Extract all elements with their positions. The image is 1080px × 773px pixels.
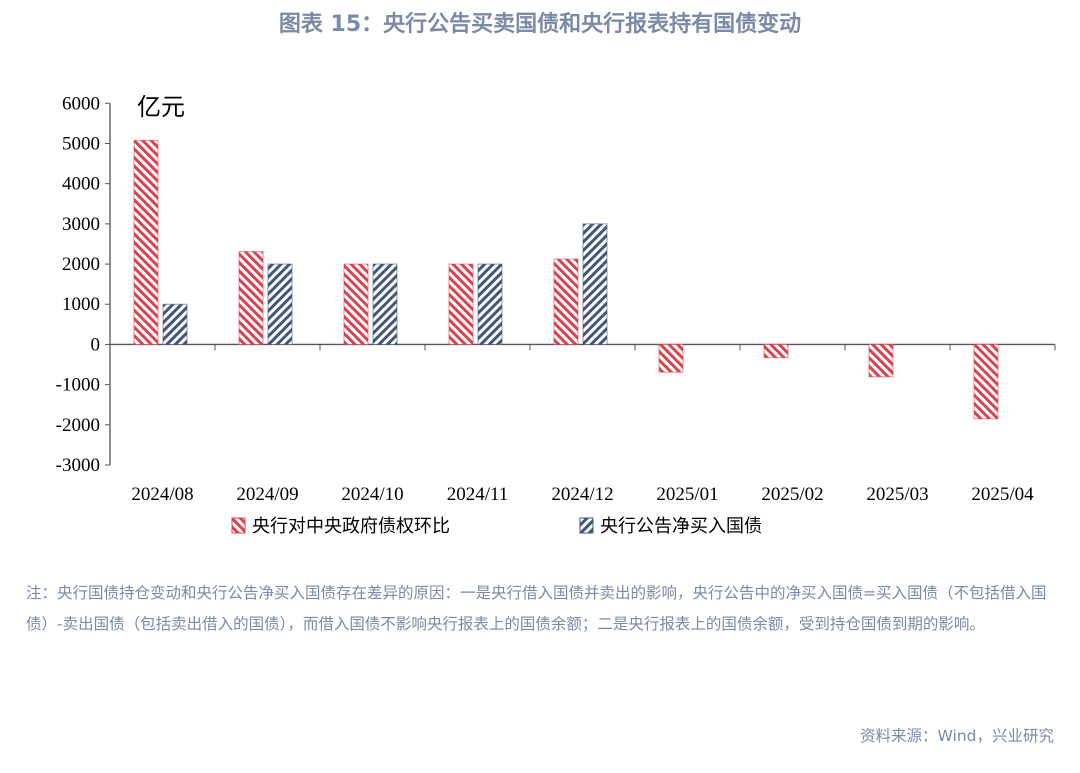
bar-series-1-2025/01 [658, 343, 684, 373]
y-tick-label: -3000 [56, 455, 100, 476]
bar-series-1-2024/09 [238, 251, 264, 345]
y-tick-label: 6000 [62, 93, 100, 114]
bar-series-1-2024/12 [553, 258, 579, 345]
x-tick-label: 2024/09 [236, 484, 298, 505]
y-tick-label: 5000 [62, 133, 100, 154]
bar-series-2-2024/12 [582, 223, 608, 345]
x-tick-label: 2024/10 [341, 484, 403, 505]
bar-series-1-2025/03 [868, 343, 894, 378]
bar-series-1-2024/08 [133, 139, 159, 345]
bar-chart: 6000 5000 4000 3000 2000 1000 0 -1000 -2000 -3000… [56, 93, 1056, 537]
x-tick-label: 2024/08 [131, 484, 193, 505]
y-tick-label: -1000 [56, 375, 100, 396]
x-tick-label: 2025/01 [656, 484, 718, 505]
source-text: 资料来源：Wind，兴业研究 [860, 727, 1054, 745]
y-tick-label: -2000 [56, 415, 100, 436]
x-tick-label: 2025/03 [866, 484, 928, 505]
y-tick-label: 1000 [62, 294, 100, 315]
bar-series-1-2025/02 [763, 343, 789, 359]
legend-swatch-1 [231, 517, 246, 534]
legend-swatch-2 [579, 517, 594, 534]
bar-series-2-2024/11 [477, 263, 503, 345]
bar-series-2-2024/08 [162, 303, 188, 345]
y-tick-label: 2000 [62, 254, 100, 275]
unit-label: 亿元 [137, 93, 185, 121]
x-tick-label: 2024/12 [551, 484, 613, 505]
x-tick-label: 2025/04 [971, 484, 1034, 505]
footnote: 注：央行国债持仓变动和央行公告净买入国债存在差异的原因：一是央行借入国债并卖出的… [26, 584, 1047, 633]
y-tick-label: 0 [91, 334, 101, 355]
bar-series-2-2024/10 [372, 263, 398, 345]
x-tick-label: 2024/11 [447, 484, 509, 505]
legend-label-1: 央行对中央政府债权环比 [252, 516, 450, 537]
bar-series-1-2025/04 [973, 343, 999, 420]
bar-series-1-2024/11 [448, 263, 474, 345]
legend-label-2: 央行公告净买入国债 [600, 516, 762, 537]
y-tick-label: 3000 [62, 214, 100, 235]
y-tick-label: 4000 [62, 174, 100, 195]
x-tick-label: 2025/02 [761, 484, 823, 505]
bar-series-2-2024/09 [267, 263, 293, 345]
bar-series-1-2024/10 [343, 263, 369, 345]
chart-title: 图表 15：央行公告买卖国债和央行报表持有国债变动 [278, 12, 802, 37]
